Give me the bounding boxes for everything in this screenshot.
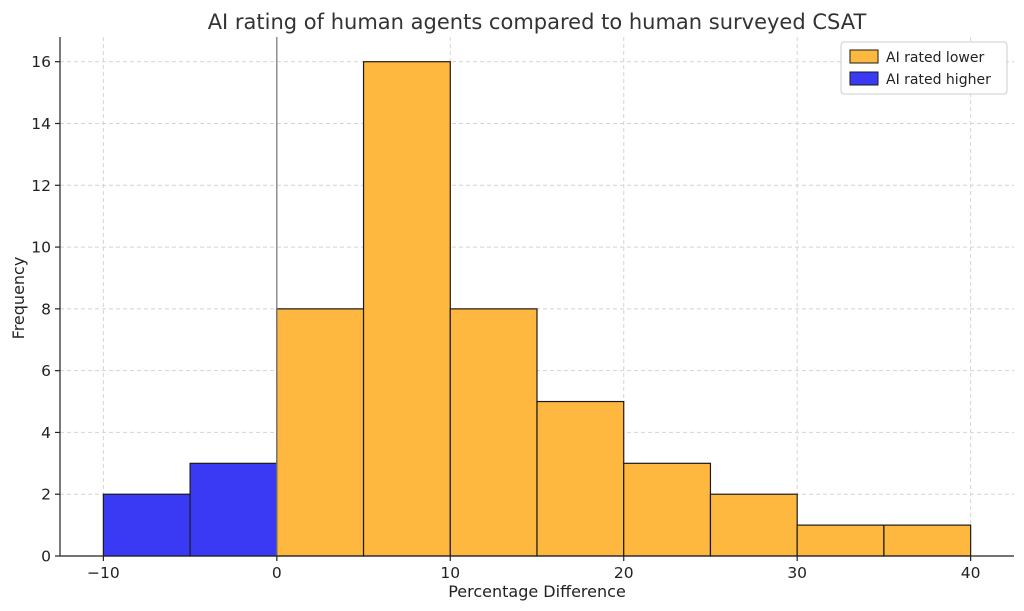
bars: [102, 61, 972, 557]
bar-lower-0: [276, 308, 365, 557]
chart-title: AI rating of human agents compared to hu…: [208, 10, 867, 34]
x-tick-label: 40: [961, 564, 981, 582]
y-tick-label: 4: [41, 424, 51, 442]
bar-lower-6: [796, 524, 885, 557]
y-tick-label: 2: [41, 486, 51, 504]
x-tick-label: 30: [787, 564, 807, 582]
x-axis-ticks: −10 0 10 20 30 40: [87, 556, 981, 582]
bar-higher-1: [189, 462, 278, 557]
bar-lower-1: [362, 61, 451, 557]
x-axis-label: Percentage Difference: [448, 582, 626, 601]
legend-swatch: [849, 49, 879, 64]
y-axis-ticks: 0 2 4 6 8 10 12 14 16: [31, 53, 60, 566]
y-axis-label: Frequency: [9, 257, 28, 340]
x-tick-label: −10: [87, 564, 120, 582]
bar-lower-5: [709, 493, 798, 557]
y-tick-label: 8: [41, 300, 51, 318]
y-tick-label: 10: [31, 239, 51, 257]
bar-lower-2: [449, 308, 538, 557]
legend-label: AI rated higher: [886, 72, 991, 88]
legend-box: [840, 41, 1008, 95]
bar-lower-3: [536, 400, 625, 557]
bar-higher-0: [102, 493, 191, 557]
y-tick-label: 12: [31, 177, 51, 195]
y-tick-label: 0: [41, 548, 51, 566]
y-tick-label: 14: [31, 115, 51, 133]
y-tick-label: 6: [41, 362, 51, 380]
legend-label: AI rated lower: [886, 50, 984, 66]
x-tick-label: 0: [272, 564, 282, 582]
bar-lower-7: [883, 524, 972, 557]
bar-lower-4: [623, 462, 712, 557]
legend: AI rated lower AI rated higher: [840, 41, 1008, 95]
x-tick-label: 10: [440, 564, 460, 582]
x-tick-label: 20: [614, 564, 634, 582]
y-tick-label: 16: [31, 53, 51, 71]
legend-swatch: [849, 71, 879, 86]
